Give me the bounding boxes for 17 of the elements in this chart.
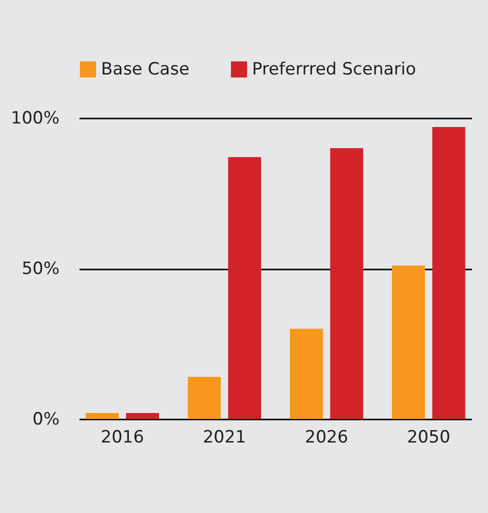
bar [188,376,221,419]
y-tick-label: 0% [32,410,60,430]
legend-label: Preferrred Scenario [252,59,416,80]
bar [86,412,119,419]
bar [290,328,323,419]
x-tick-label: 2026 [304,428,348,448]
y-tick-label: 50% [22,259,60,279]
x-tick-label: 2021 [202,428,246,448]
bar [330,148,364,419]
legend-label: Base Case [101,59,190,80]
bar [228,157,262,419]
x-tick-label: 2016 [100,428,144,448]
x-tick-label: 2050 [406,428,450,448]
y-tick-label: 100% [10,108,60,128]
bar [126,412,160,419]
bar [432,127,466,419]
bar [392,265,425,419]
